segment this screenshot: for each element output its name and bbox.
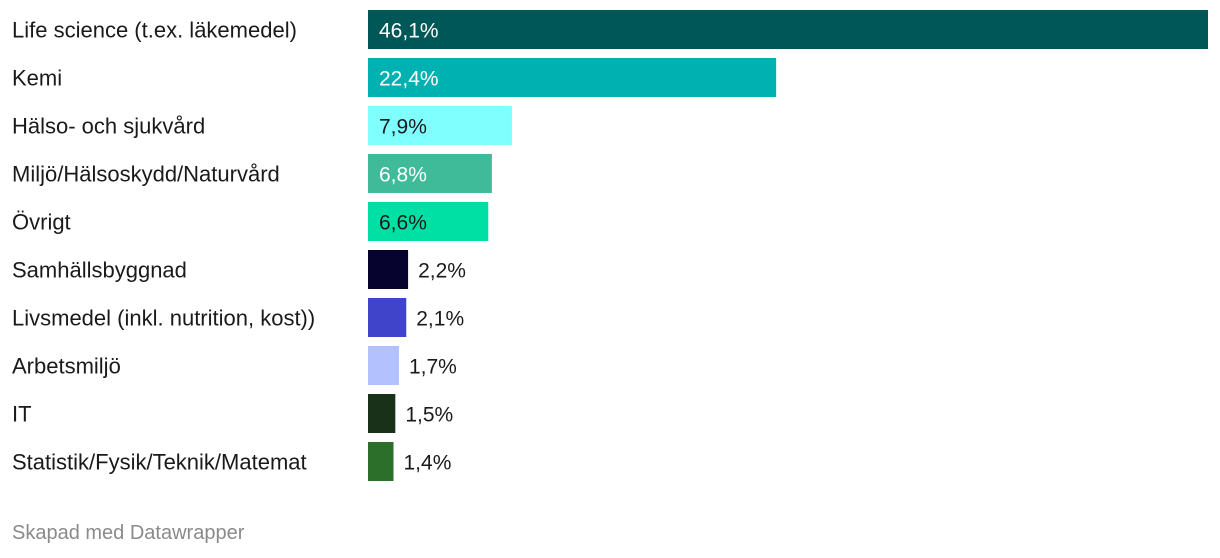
bar	[368, 58, 777, 97]
value-label: 2,2%	[418, 260, 466, 283]
bar	[368, 106, 512, 145]
category-label: Livsmedel (inkl. nutrition, kost))	[12, 306, 315, 331]
bar	[368, 10, 1208, 49]
bar	[368, 202, 489, 241]
bar	[368, 394, 396, 433]
category-label: IT	[12, 402, 32, 427]
category-label: Samhällsbyggnad	[12, 258, 187, 283]
category-label: Arbetsmiljö	[12, 354, 121, 379]
bar	[368, 346, 399, 385]
bar	[368, 250, 409, 289]
datawrapper-credit: Skapad med Datawrapper	[12, 522, 245, 544]
value-label: 46,1%	[379, 20, 439, 43]
value-label: 2,1%	[416, 308, 464, 331]
value-label: 1,7%	[409, 356, 457, 379]
category-label: Övrigt	[12, 210, 71, 235]
category-label: Miljö/Hälsoskydd/Naturvård	[12, 162, 280, 187]
value-label: 22,4%	[379, 68, 439, 91]
bar	[368, 298, 407, 337]
bar-chart: Life science (t.ex. läkemedel) 46,1% Kemi 2…	[12, 10, 1208, 481]
value-label: 6,8%	[379, 164, 427, 187]
bar	[368, 154, 492, 193]
value-label: 7,9%	[379, 116, 427, 139]
category-label: Statistik/Fysik/Teknik/Matemat	[12, 450, 307, 475]
category-label: Kemi	[12, 66, 62, 91]
category-label: Hälso- och sjukvård	[12, 114, 205, 139]
category-label: Life science (t.ex. läkemedel)	[12, 18, 297, 43]
value-label: 1,4%	[404, 452, 452, 475]
bar	[368, 442, 394, 481]
value-label: 1,5%	[405, 404, 453, 427]
value-label: 6,6%	[379, 212, 427, 235]
